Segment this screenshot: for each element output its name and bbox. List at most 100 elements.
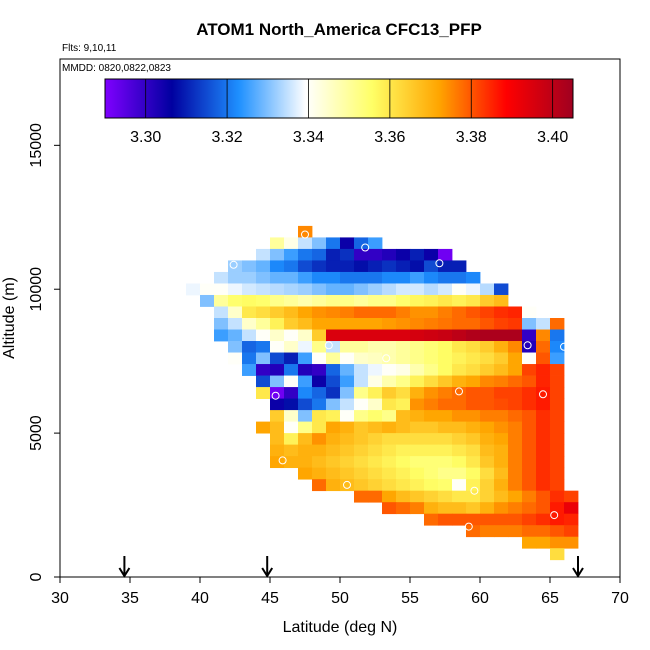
heatmap-cell [536, 502, 551, 515]
heatmap-cell [522, 398, 537, 411]
heatmap-cell [452, 410, 467, 422]
heatmap-cell [452, 421, 467, 434]
heatmap-cell [494, 306, 509, 319]
heatmap-cell [368, 375, 383, 388]
heatmap-cell [396, 375, 411, 388]
heatmap-cell [256, 306, 271, 319]
heatmap-cell [214, 283, 229, 296]
heatmap-cell [312, 237, 327, 250]
heatmap-cell [480, 525, 495, 538]
heatmap-cell [284, 329, 299, 342]
heatmap-cell [438, 318, 453, 330]
heatmap-cell [396, 410, 411, 422]
heatmap-cell [550, 548, 565, 561]
heatmap-cell [354, 329, 369, 342]
heatmap-cell [424, 260, 439, 273]
heatmap-cell [298, 364, 313, 376]
chart-title: ATOM1 North_America CFC13_PFP [196, 20, 482, 39]
heatmap-cell [564, 502, 579, 515]
heatmap-cell [480, 421, 495, 434]
heatmap-cell [466, 410, 481, 422]
heatmap-cell [298, 329, 313, 342]
heatmap-cell [396, 294, 411, 307]
heatmap-cell [550, 467, 565, 480]
heatmap-cell [396, 467, 411, 480]
heatmap-cell [522, 502, 537, 515]
heatmap-cell [494, 502, 509, 515]
heatmap-cell [326, 260, 341, 273]
heatmap-cell [298, 306, 313, 319]
heatmap-cell [466, 283, 481, 296]
heatmap-cell [536, 536, 551, 549]
heatmap-cell [354, 456, 369, 469]
heatmap-cell [326, 341, 341, 353]
heatmap-cell [368, 283, 383, 296]
heatmap-cell [284, 248, 299, 261]
heatmap-cell [452, 352, 467, 365]
heatmap-cell [480, 456, 495, 469]
heatmap-cell [270, 364, 285, 376]
heatmap-cell [452, 479, 467, 492]
heatmap-cell [340, 318, 355, 330]
heatmap-cell [270, 444, 285, 457]
heatmap-cell [326, 283, 341, 296]
heatmap-cell [256, 318, 271, 330]
colorbar-tick-label: 3.34 [293, 129, 324, 146]
heatmap-cell [340, 329, 355, 342]
heatmap-cell [438, 294, 453, 307]
heatmap-cell [382, 283, 397, 296]
heatmap-cell [340, 467, 355, 480]
heatmap-cell [284, 271, 299, 284]
heatmap-cell [312, 248, 327, 261]
heatmap-cell [382, 410, 397, 422]
heatmap-cell [256, 341, 271, 353]
x-axis-label: Latitude (deg N) [283, 619, 398, 636]
heatmap-cell [354, 467, 369, 480]
heatmap-cell [382, 248, 397, 261]
heatmap-cell [354, 479, 369, 492]
heatmap-cell [550, 387, 565, 399]
heatmap-cell [508, 398, 523, 411]
heatmap-cell [480, 410, 495, 422]
heatmap-cell [508, 513, 523, 526]
heatmap-cell [228, 352, 243, 365]
sample-point [435, 259, 444, 268]
heatmap-cell [410, 387, 425, 399]
heatmap-cell [256, 329, 271, 342]
heatmap-cell [298, 318, 313, 330]
x-tick-label: 50 [331, 590, 349, 607]
heatmap-cell [326, 375, 341, 388]
flight-marker-arrowhead [261, 567, 274, 578]
heatmap-cells [186, 225, 579, 561]
heatmap-cell [354, 398, 369, 411]
heatmap-cell [312, 410, 327, 422]
heatmap-cell [410, 398, 425, 411]
heatmap-cell [508, 387, 523, 399]
heatmap-cell [466, 329, 481, 342]
heatmap-cell [368, 398, 383, 411]
heatmap-cell [522, 536, 537, 549]
heatmap-cell [284, 237, 299, 250]
heatmap-cell [256, 387, 271, 399]
heatmap-cell [298, 387, 313, 399]
heatmap-cell [466, 502, 481, 515]
flight-markers [118, 556, 584, 578]
heatmap-cell [438, 410, 453, 422]
heatmap-cell [312, 479, 327, 492]
heatmap-cell [410, 352, 425, 365]
heatmap-cell [424, 248, 439, 261]
heatmap-cell [424, 467, 439, 480]
heatmap-cell [396, 329, 411, 342]
heatmap-cell [410, 375, 425, 388]
heatmap-cell [284, 387, 299, 399]
heatmap-cell [326, 398, 341, 411]
heatmap-cell [550, 456, 565, 469]
heatmap-cell [242, 352, 257, 365]
heatmap-cell [396, 248, 411, 261]
heatmap-cell [340, 410, 355, 422]
heatmap-cell [452, 341, 467, 353]
heatmap-cell [312, 444, 327, 457]
y-axis-label: Altitude (m) [1, 277, 18, 359]
heatmap-cell [354, 237, 369, 250]
heatmap-cell [284, 410, 299, 422]
